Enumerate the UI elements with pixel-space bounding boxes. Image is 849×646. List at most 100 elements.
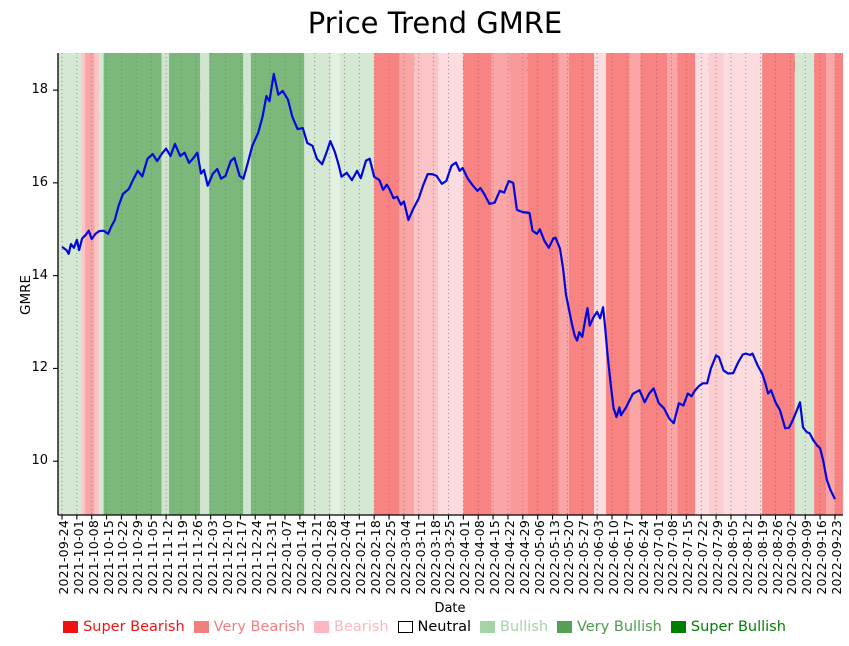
x-axis-title: Date [434, 601, 466, 616]
sentiment-band [331, 53, 340, 515]
x-tick-label: 2022-08-05 [724, 520, 740, 595]
sentiment-band [243, 53, 251, 515]
sentiment-band [209, 53, 244, 515]
legend-swatch [557, 621, 573, 633]
x-tick-label: 2022-09-02 [784, 520, 800, 595]
y-tick-label: 18 [31, 82, 48, 98]
x-tick-label: 2022-01-28 [323, 520, 339, 595]
sentiment-band [85, 53, 95, 515]
x-tick-label: 2022-09-09 [799, 520, 815, 595]
x-tick-label: 2022-08-12 [739, 520, 755, 595]
x-tick-label: 2022-01-07 [278, 520, 294, 595]
sentiment-band [438, 53, 464, 515]
x-tick-label: 2022-04-22 [501, 520, 517, 595]
legend-swatch [63, 621, 79, 633]
x-tick-label: 2022-03-18 [427, 520, 443, 595]
sentiment-band [58, 53, 82, 515]
sentiment-band [94, 53, 100, 515]
y-tick-label: 14 [31, 267, 48, 283]
x-tick-label: 2022-06-03 [591, 520, 607, 595]
x-tick-label: 2022-06-10 [606, 520, 621, 595]
x-tick-label: 2022-03-11 [412, 520, 428, 595]
x-tick-label: 2021-11-19 [174, 520, 190, 595]
legend-item-very-bullish: Very Bullish [557, 619, 662, 635]
sentiment-band [834, 53, 843, 515]
sentiment-band [399, 53, 415, 515]
sentiment-band [491, 53, 510, 515]
sentiment-legend: Super Bearish Very Bearish Bearish Neutral B… [0, 619, 849, 635]
x-tick-label: 2022-07-22 [695, 520, 711, 595]
y-tick-label: 16 [31, 174, 48, 190]
x-tick-label: 2022-09-23 [828, 520, 844, 595]
x-tick-label: 2022-07-01 [650, 520, 666, 595]
sentiment-band [200, 53, 210, 515]
x-tick-label: 2022-05-27 [576, 520, 592, 595]
x-tick-label: 2021-09-24 [56, 520, 71, 595]
legend-swatch [314, 621, 330, 633]
x-tick-label: 2021-12-03 [204, 520, 220, 595]
x-tick-label: 2022-05-20 [561, 520, 577, 595]
sentiment-band [594, 53, 607, 515]
x-tick-label: 2022-05-13 [546, 520, 562, 595]
sentiment-band [606, 53, 630, 515]
sentiment-band [695, 53, 709, 515]
sentiment-band [568, 53, 595, 515]
gmre-price-line [61, 72, 836, 500]
x-tick-label: 2022-08-26 [769, 520, 785, 595]
x-tick-label: 2022-02-18 [368, 520, 384, 595]
sentiment-band [339, 53, 375, 515]
x-tick-label: 2022-06-17 [620, 520, 636, 595]
legend-item-very-bearish: Very Bearish [193, 619, 305, 635]
sentiment-band [640, 53, 668, 515]
x-tick-label: 2022-09-16 [814, 520, 830, 595]
x-tick-label: 2022-04-01 [457, 520, 473, 595]
legend-item-bearish: Bearish [314, 619, 389, 635]
legend-item-bullish: Bullish [480, 619, 548, 635]
sentiment-band [814, 53, 827, 515]
legend-label: Neutral [417, 619, 472, 635]
legend-label: Super Bearish [83, 619, 185, 635]
sentiment-band [99, 53, 104, 515]
sentiment-band [826, 53, 835, 515]
sentiment-band [81, 53, 86, 515]
sentiment-band [629, 53, 641, 515]
x-tick-label: 2021-10-08 [85, 520, 101, 595]
sentiment-band [169, 53, 201, 515]
legend-label: Bullish [500, 619, 549, 635]
legend-label: Bearish [334, 619, 389, 635]
sentiment-band [304, 53, 332, 515]
x-tick-label: 2021-11-12 [160, 520, 176, 595]
sentiment-band [374, 53, 400, 515]
sentiment-band [677, 53, 696, 515]
x-tick-label: 2021-12-31 [264, 520, 280, 595]
x-tick-label: 2022-07-08 [665, 520, 681, 595]
y-tick-label: 10 [31, 453, 48, 469]
x-tick-label: 2021-12-17 [234, 520, 250, 595]
x-tick-label: 2022-01-14 [293, 520, 309, 595]
chart-title: Price Trend GMRE [307, 6, 563, 40]
x-tick-label: 2022-03-25 [442, 520, 458, 595]
legend-swatch [670, 621, 686, 633]
x-tick-label: 2021-10-01 [70, 520, 86, 595]
x-tick-label: 2022-02-04 [338, 520, 354, 595]
x-tick-label: 2022-07-29 [710, 520, 726, 595]
sentiment-band [723, 53, 763, 515]
x-tick-label: 2021-10-15 [100, 520, 116, 595]
legend-label: Very Bullish [577, 619, 662, 635]
x-tick-label: 2022-03-04 [397, 520, 413, 595]
x-tick-label: 2021-12-24 [249, 520, 265, 595]
legend-swatch [480, 621, 496, 633]
x-tick-label: 2022-01-21 [308, 520, 324, 595]
sentiment-band [250, 53, 305, 515]
sentiment-band [509, 53, 528, 515]
x-tick-label: 2022-04-15 [487, 520, 503, 595]
sentiment-band [762, 53, 795, 515]
x-tick-label: 2022-07-15 [680, 520, 696, 595]
x-tick-label: 2022-02-11 [353, 520, 369, 595]
sentiment-band [667, 53, 678, 515]
legend-item-super-bullish: Super Bullish [670, 619, 786, 635]
legend-item-neutral: Neutral [397, 619, 472, 635]
y-tick-label: 12 [31, 360, 48, 376]
x-tick-label: 2022-08-19 [754, 520, 770, 595]
